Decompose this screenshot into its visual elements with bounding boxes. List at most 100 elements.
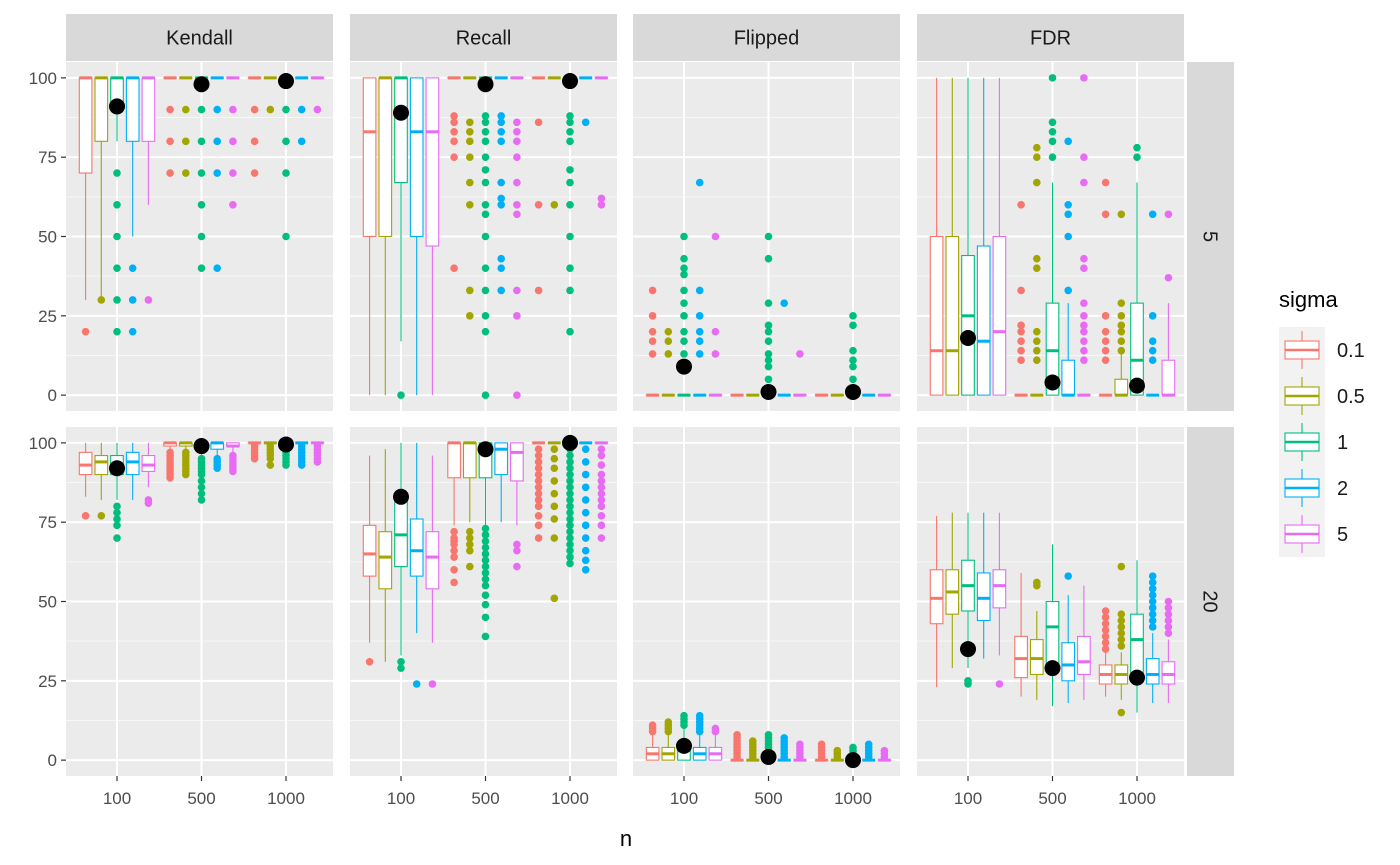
box-iqr [992,235,1007,396]
box-outlier-point [1033,327,1041,336]
box-outlier-point [550,515,559,523]
box-outlier-point [581,496,590,504]
box-outlier-point [695,337,704,346]
box-outlier-point [680,337,688,346]
box-outlier-point [534,512,543,520]
box-iqr [1145,658,1160,685]
box-outlier-point [1048,128,1057,136]
box-outlier-point [550,534,559,542]
box-outlier-point [466,137,474,146]
box-outlier-point [197,137,206,146]
box-outlier-point [597,451,606,460]
box-outlier-point [213,264,221,273]
box-outlier-point [1101,645,1110,653]
mean-marker [393,488,409,505]
box-outlier-point [1080,321,1088,330]
mean-marker [760,748,777,765]
box-outlier-point [497,286,506,295]
boxplot-flipped-20-n100-sigma5 [708,724,723,761]
box-outlier-point [566,286,574,295]
box-outlier-point [197,105,206,114]
box-outlier-point [113,264,121,273]
y-tick-label: 75 [38,513,57,532]
box-outlier-point [566,540,574,549]
box-outlier-point [513,153,521,161]
boxplot-kendall-5-n500-sigma0.1 [163,76,177,177]
box-outlier-point [664,350,673,358]
box-outlier-point [566,200,574,209]
mean-marker [1044,660,1061,677]
boxplot-flipped-20-n500-sigma2 [777,734,792,762]
box-outlier-point [597,483,606,492]
x-tick-label: 100 [387,789,415,808]
box-outlier-point [1101,619,1110,628]
box-outlier-point [864,740,873,749]
box-outlier-point [764,299,773,307]
box-outlier-point [450,118,458,127]
box-outlier-point [764,362,773,371]
box-outlier-point [1117,210,1126,219]
panel-recall-20 [350,427,617,776]
box-outlier-point [849,346,857,355]
boxplot-fdr-5-n500-sigma5 [1077,74,1091,397]
box-outlier-point [534,521,543,530]
facet-strip-bg [1187,62,1234,411]
panel-recall-5 [350,62,617,411]
box-outlier-point [849,743,857,752]
y-tick-label: 75 [38,148,57,167]
box-outlier-point [695,327,704,336]
legend-label: 0.5 [1337,386,1365,408]
box-outlier-point [733,730,741,739]
boxplot-kendall-20-n1000-sigma5 [310,441,325,466]
box-outlier-point [450,527,458,536]
box-iqr [494,442,509,476]
box-outlier-point [1101,346,1110,355]
mean-marker [193,76,210,93]
boxplot-kendall-5-n500-sigma2 [210,76,225,273]
box-outlier-point [481,632,490,641]
box-outlier-point [581,565,590,574]
box-outlier-point [481,391,490,399]
box-outlier-point [497,194,506,203]
box-outlier-point [113,169,121,177]
box-outlier-point [566,553,574,561]
boxplot-kendall-5-n100-sigma5 [141,76,156,304]
facet-strip-flipped: Flipped [633,14,900,61]
box-iqr [1114,378,1129,396]
box-outlier-point [365,657,374,666]
box-outlier-point [566,534,574,542]
box-outlier-point [566,112,574,120]
box-outlier-point [1033,337,1041,346]
box-outlier-point [1101,613,1110,622]
box-outlier-point [1033,143,1041,152]
box-outlier-point [313,442,322,450]
box-outlier-point [1117,321,1126,330]
box-iqr [1130,302,1144,396]
box-outlier-point [481,128,490,136]
box-outlier-point [1080,254,1088,263]
box-iqr [425,531,440,590]
box-outlier-point [450,264,458,273]
x-tick-label: 500 [754,789,782,808]
box-outlier-point [513,546,521,555]
boxplot-flipped-20-n1000-sigma0.5 [830,746,845,762]
y-tick-label: 100 [29,434,57,453]
box-outlier-point [597,477,606,485]
box-outlier-point [581,556,590,565]
box-outlier-point [817,740,826,749]
box-outlier-point [566,327,574,336]
boxplot-kendall-20-n500-sigma2 [210,441,225,473]
box-outlier-point [466,118,474,127]
box-outlier-point [481,137,490,146]
boxplot-flipped-5-n100-sigma0.1 [645,286,660,397]
box-outlier-point [566,464,574,473]
box-outlier-point [534,502,543,511]
boxplot-recall-5-n1000-sigma5 [594,76,609,209]
box-outlier-point [534,118,543,127]
box-outlier-point [1101,638,1110,647]
boxplot-kendall-20-n100-sigma5 [141,442,156,507]
mean-marker [1044,374,1061,391]
box-outlier-point [764,321,773,330]
box-outlier-point [97,512,106,520]
box-outlier-point [566,178,574,187]
